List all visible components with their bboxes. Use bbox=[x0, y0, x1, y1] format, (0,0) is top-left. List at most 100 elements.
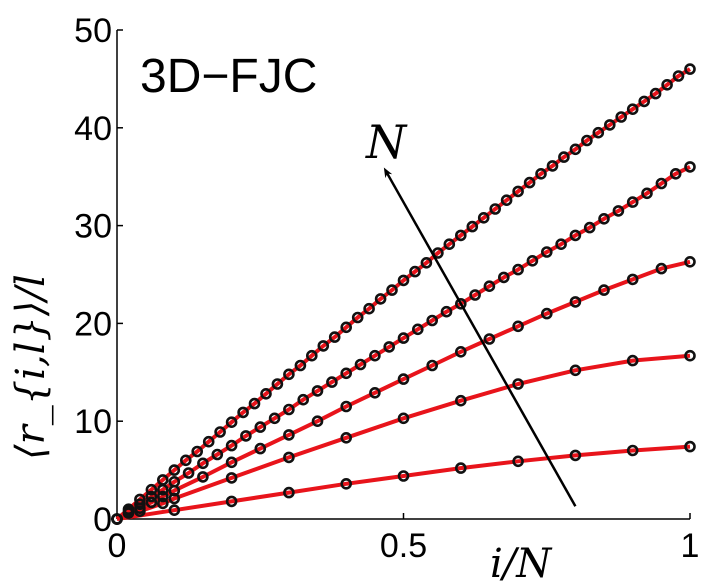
data-point bbox=[311, 415, 324, 428]
data-point bbox=[684, 349, 696, 362]
data-point bbox=[305, 349, 318, 362]
data-point bbox=[369, 349, 381, 362]
data-point bbox=[317, 340, 330, 352]
data-point bbox=[426, 314, 439, 327]
data-point bbox=[454, 394, 467, 407]
data-point bbox=[411, 323, 424, 336]
data-point bbox=[598, 213, 610, 225]
data-point bbox=[638, 95, 651, 108]
data-point bbox=[260, 387, 272, 400]
data-point bbox=[684, 63, 696, 75]
data-point bbox=[546, 160, 559, 172]
data-point bbox=[237, 406, 249, 419]
data-point bbox=[592, 126, 605, 139]
data-point bbox=[569, 364, 582, 377]
data-point bbox=[340, 400, 353, 413]
data-point bbox=[583, 221, 596, 234]
data-point bbox=[248, 397, 261, 410]
data-point bbox=[157, 474, 169, 486]
data-point bbox=[145, 490, 158, 503]
data-point bbox=[283, 451, 295, 464]
data-point bbox=[558, 151, 570, 163]
data-point bbox=[294, 359, 307, 372]
data-point bbox=[469, 289, 481, 301]
data-point bbox=[626, 196, 639, 208]
data-point bbox=[268, 412, 281, 425]
data-point bbox=[383, 341, 396, 353]
data-point bbox=[354, 358, 367, 371]
y-tick-label: 30 bbox=[74, 208, 112, 246]
data-point bbox=[214, 426, 226, 438]
data-point bbox=[426, 359, 439, 372]
data-point bbox=[684, 255, 696, 268]
data-point bbox=[397, 332, 410, 344]
data-point bbox=[168, 475, 181, 488]
data-point bbox=[283, 486, 295, 499]
data-point bbox=[512, 455, 524, 468]
data-point bbox=[440, 305, 453, 318]
data-point bbox=[512, 320, 524, 333]
data-point bbox=[283, 368, 295, 381]
panel-label: 3D−FJC bbox=[140, 50, 317, 103]
data-point bbox=[340, 367, 353, 380]
series-group bbox=[111, 63, 696, 525]
data-point bbox=[420, 256, 433, 269]
data-point bbox=[655, 262, 668, 275]
data-point bbox=[111, 513, 123, 525]
data-point bbox=[581, 134, 593, 147]
data-point bbox=[134, 493, 146, 506]
data-point bbox=[555, 238, 567, 250]
data-point bbox=[443, 238, 456, 250]
data-point bbox=[569, 296, 582, 308]
data-point bbox=[655, 177, 668, 190]
data-point bbox=[157, 490, 169, 503]
y-tick-label: 0 bbox=[93, 501, 112, 539]
data-point bbox=[540, 246, 553, 258]
data-point bbox=[649, 87, 662, 100]
data-point bbox=[168, 504, 181, 517]
data-point bbox=[454, 345, 467, 358]
data-point bbox=[540, 307, 553, 320]
data-point bbox=[684, 161, 696, 173]
data-point bbox=[145, 483, 158, 496]
data-point bbox=[122, 503, 135, 516]
data-point bbox=[512, 378, 524, 390]
x-tick-label: 1 bbox=[681, 527, 700, 565]
data-point bbox=[512, 185, 524, 198]
data-point bbox=[466, 220, 479, 233]
data-point bbox=[612, 205, 625, 217]
data-point bbox=[240, 430, 252, 442]
data-point bbox=[271, 378, 284, 390]
x-axis-label: i/N bbox=[490, 541, 553, 585]
data-point bbox=[191, 445, 203, 458]
data-point bbox=[363, 302, 375, 315]
data-point bbox=[180, 454, 192, 467]
data-point bbox=[512, 263, 524, 276]
data-point bbox=[254, 442, 267, 455]
data-point bbox=[311, 385, 324, 397]
data-point bbox=[397, 274, 410, 287]
data-point bbox=[351, 311, 364, 324]
data-point bbox=[454, 462, 467, 474]
data-point bbox=[483, 280, 496, 293]
data-point bbox=[483, 333, 496, 345]
data-point bbox=[211, 448, 224, 461]
data-point bbox=[328, 331, 341, 343]
data-point bbox=[386, 284, 398, 296]
data-point bbox=[497, 271, 510, 284]
data-point bbox=[615, 111, 628, 123]
y-tick-label: 50 bbox=[74, 12, 112, 50]
y-tick-label: 10 bbox=[74, 403, 112, 441]
data-point bbox=[225, 495, 238, 508]
data-point bbox=[283, 403, 295, 416]
data-point bbox=[672, 70, 685, 82]
data-point bbox=[641, 187, 653, 200]
data-point bbox=[374, 293, 387, 305]
data-point bbox=[626, 273, 639, 286]
data-point bbox=[661, 79, 673, 91]
data-point bbox=[225, 416, 238, 429]
data-point bbox=[340, 321, 353, 334]
y-axis-label: ⟨r_{i,l}⟩/l bbox=[8, 274, 54, 460]
